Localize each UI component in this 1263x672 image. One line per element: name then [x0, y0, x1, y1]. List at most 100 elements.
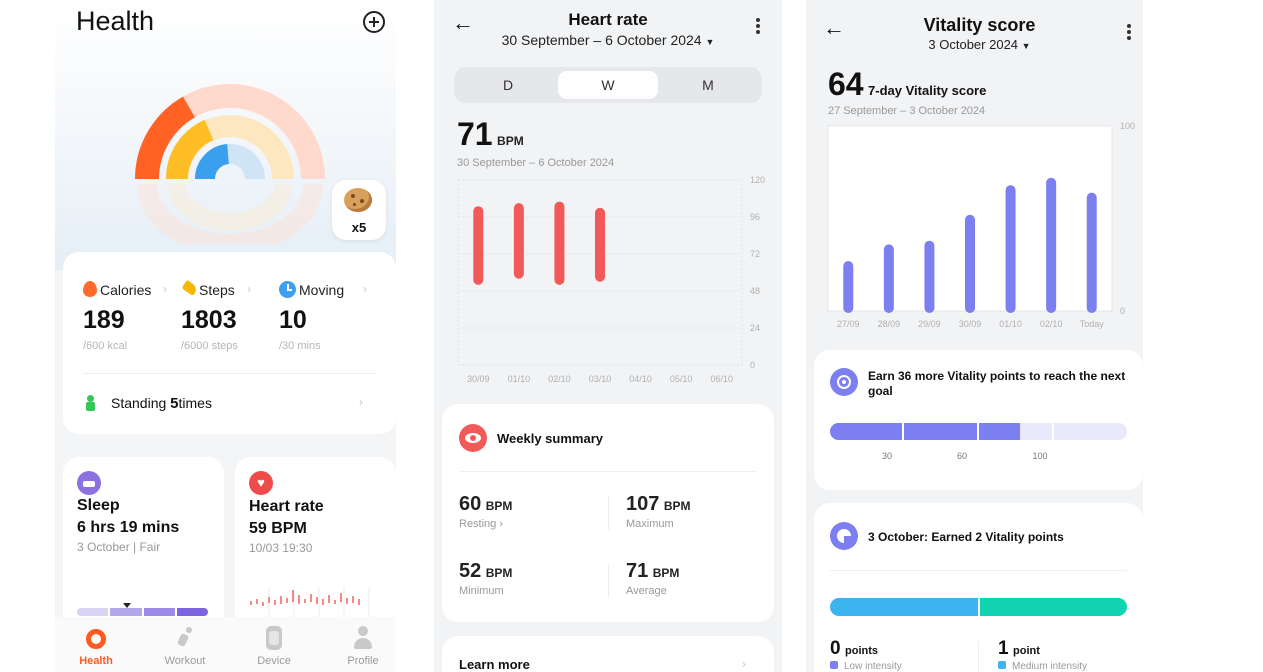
more-icon[interactable]: [1127, 24, 1131, 42]
tab-day[interactable]: D: [502, 77, 514, 93]
learn-more-row[interactable]: Learn more ›: [442, 636, 774, 672]
legend-swatch: [830, 661, 838, 669]
target-icon: [830, 368, 858, 396]
date-range-selector[interactable]: 30 September – 6 October 2024 ▼: [434, 32, 782, 48]
low-intensity-unit: points: [845, 645, 879, 657]
stat-maximum-label: Maximum: [626, 518, 674, 530]
page-title: Health: [76, 6, 155, 36]
page-title: Vitality score: [923, 15, 1036, 35]
heart-rate-screen: ← Heart rate 30 September – 6 October 20…: [434, 0, 782, 672]
bpm-summary: 71 BPM: [457, 116, 524, 153]
date-selector[interactable]: 3 October 2024 ▼: [806, 37, 1143, 52]
more-icon[interactable]: [756, 18, 760, 36]
stat-resting-label: Resting: [459, 518, 497, 530]
standing-row[interactable]: Standing 5times ›: [83, 392, 377, 414]
vitality-range: 27 September – 3 October 2024: [828, 105, 986, 117]
stat-resting[interactable]: 60 BPM Resting ›: [459, 493, 512, 530]
heart-rate-range-bar[interactable]: [473, 206, 484, 285]
goal-tick-marker: [902, 423, 904, 440]
steps-ring: [165, 119, 214, 180]
stat-minimum-label: Minimum: [459, 585, 504, 597]
standing-prefix: Standing: [111, 395, 167, 411]
back-arrow-icon[interactable]: ←: [823, 15, 845, 40]
heart-rate-range-bar[interactable]: [554, 201, 565, 285]
stat-resting-unit: BPM: [485, 499, 513, 513]
heart-rate-range-bar[interactable]: [513, 203, 524, 279]
stat-maximum-value: 107: [626, 493, 660, 515]
date-range-label: 30 September – 6 October 2024: [501, 32, 702, 48]
vitality-bar[interactable]: [883, 244, 894, 313]
chevron-right-icon: ›: [499, 518, 504, 530]
goal-progress-fill: [830, 423, 1021, 440]
moving-goal: /30 mins: [279, 340, 321, 352]
moving-value: 10: [279, 306, 307, 334]
page-title: Heart rate: [568, 10, 648, 29]
badge-count: x5: [351, 220, 367, 235]
nav-workout-label: Workout: [164, 655, 206, 667]
health-icon: [86, 629, 106, 649]
stat-maximum-unit: BPM: [663, 499, 691, 513]
calories-label: Calories: [100, 282, 152, 298]
standing-text: Standing 5times: [111, 395, 212, 412]
heart-rate-card[interactable]: ♥ Heart rate 59 BPM 10/03 19:30: [235, 457, 396, 637]
bpm-range: 30 September – 6 October 2024: [457, 157, 615, 169]
vitality-bar[interactable]: [1046, 177, 1057, 313]
divider: [459, 471, 757, 472]
goal-text: Earn 36 more Vitality points to reach th…: [868, 369, 1126, 398]
sleep-value: 6 hrs 19 mins: [77, 519, 180, 536]
add-icon[interactable]: [363, 11, 385, 33]
vitality-bar[interactable]: [965, 214, 975, 313]
weekly-summary-card: Weekly summary 60 BPM Resting › 107 BPM …: [442, 404, 774, 622]
y-tick-label: 120: [750, 175, 765, 185]
sleep-title: Sleep: [77, 497, 120, 514]
heart-rate-chart[interactable]: 0 24 48 72 96 120 30/09 01/10 02/10 03/10 04/10 05/…: [454, 172, 774, 387]
period-tabs: D W M: [454, 67, 762, 103]
medium-intensity-label: Medium intensity: [1012, 661, 1088, 672]
stat-resting-value: 60: [459, 493, 482, 515]
y-tick-label: 48: [750, 286, 760, 296]
runner-icon: [176, 627, 194, 649]
bottom-nav: Health Workout Device Profile: [55, 617, 396, 672]
calories-value: 189: [83, 306, 125, 334]
low-intensity-segment: [830, 598, 978, 616]
vitality-bar[interactable]: [1086, 192, 1097, 313]
pie-icon: [830, 522, 858, 550]
standing-count: 5: [170, 395, 179, 412]
vitality-bar[interactable]: [924, 240, 935, 313]
x-tick-label: 03/10: [589, 374, 612, 384]
flame-icon: [83, 281, 97, 297]
stat-minimum-value: 52: [459, 560, 482, 582]
weekly-summary-title: Weekly summary: [497, 431, 603, 446]
back-arrow-icon[interactable]: ←: [452, 10, 474, 35]
divider: [608, 564, 609, 598]
nav-device-label: Device: [257, 655, 291, 667]
caret-down-icon: ▼: [705, 37, 715, 47]
watch-icon: [266, 626, 282, 650]
bpm-unit: BPM: [497, 134, 524, 148]
goal-tick-label: 30: [881, 451, 892, 461]
vitality-score-label: 7-day Vitality score: [868, 83, 987, 98]
activity-rings[interactable]: [135, 84, 325, 244]
y-tick-label: 96: [750, 212, 760, 222]
y-tick-label: 100: [1120, 121, 1135, 131]
vitality-screen: ← Vitality score 3 October 2024 ▼ 64 7-d…: [806, 0, 1143, 672]
reward-badge[interactable]: x5: [332, 180, 386, 240]
tab-month[interactable]: M: [702, 77, 714, 93]
bpm-value: 71: [457, 116, 493, 152]
goal-tick-marker: [977, 423, 979, 440]
health-screen: Health x5: [55, 0, 396, 672]
vitality-bar[interactable]: [1005, 185, 1016, 313]
y-tick-label: 24: [750, 323, 760, 333]
x-tick-label: 04/10: [629, 374, 652, 384]
heart-rate-title: Heart rate: [249, 498, 324, 515]
y-tick-label: 72: [750, 249, 760, 259]
steps-value: 1803: [181, 306, 237, 334]
heart-rate-range-bar[interactable]: [595, 207, 605, 282]
tab-week[interactable]: W: [558, 71, 658, 99]
vitality-bar[interactable]: [843, 261, 854, 313]
low-intensity-points: 0 points Low intensity: [830, 638, 902, 672]
shoe-icon: [181, 279, 199, 297]
vitality-chart[interactable]: 0 100 27/09 28/09 29/09 30/09 01/10 02/10 Today: [822, 118, 1142, 333]
sleep-card[interactable]: Sleep 6 hrs 19 mins 3 October | Fair: [63, 457, 224, 637]
stat-average: 71 BPM Average: [626, 560, 679, 597]
